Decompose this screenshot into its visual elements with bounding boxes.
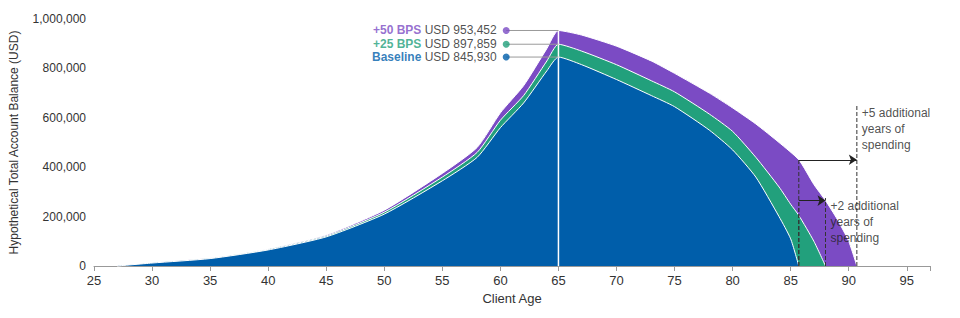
svg-text:Baseline: Baseline <box>372 50 422 64</box>
svg-text:55: 55 <box>435 273 449 288</box>
svg-text:+2 additional: +2 additional <box>831 199 899 213</box>
svg-text:75: 75 <box>667 273 681 288</box>
svg-text:+5 additional: +5 additional <box>862 106 930 120</box>
svg-text:1,000,000: 1,000,000 <box>33 12 87 26</box>
svg-text:200,000: 200,000 <box>43 210 87 224</box>
svg-text:35: 35 <box>203 273 217 288</box>
svg-text:70: 70 <box>609 273 623 288</box>
svg-text:45: 45 <box>319 273 333 288</box>
svg-text:90: 90 <box>841 273 855 288</box>
svg-text:years of: years of <box>831 215 874 229</box>
svg-text:40: 40 <box>261 273 275 288</box>
svg-text:600,000: 600,000 <box>43 111 87 125</box>
svg-text:95: 95 <box>900 273 914 288</box>
svg-text:USD 897,859: USD 897,859 <box>424 37 497 52</box>
svg-text:80: 80 <box>725 273 739 288</box>
svg-text:Hypothetical Total Account Bal: Hypothetical Total Account Balance (USD) <box>7 31 21 255</box>
svg-text:USD 953,452: USD 953,452 <box>425 23 497 37</box>
svg-text:25: 25 <box>87 273 101 288</box>
svg-text:65: 65 <box>551 273 565 288</box>
svg-text:spending: spending <box>831 231 880 245</box>
svg-text:+25 BPS: +25 BPS <box>372 37 422 52</box>
svg-text:spending: spending <box>862 138 911 152</box>
svg-text:USD 845,930: USD 845,930 <box>425 50 497 64</box>
svg-text:85: 85 <box>783 273 797 288</box>
svg-text:400,000: 400,000 <box>43 160 87 174</box>
svg-text:30: 30 <box>145 273 159 288</box>
svg-text:years of: years of <box>862 122 905 136</box>
svg-text:+50 BPS: +50 BPS <box>373 23 421 37</box>
svg-text:Client Age: Client Age <box>482 291 541 306</box>
svg-text:60: 60 <box>493 273 507 288</box>
svg-text:800,000: 800,000 <box>43 61 87 75</box>
svg-text:0: 0 <box>79 259 86 273</box>
svg-text:50: 50 <box>377 273 391 288</box>
